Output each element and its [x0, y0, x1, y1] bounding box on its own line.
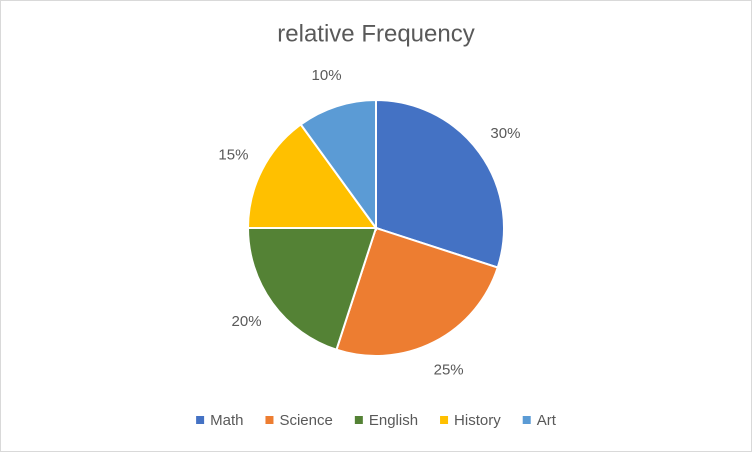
- legend-marker: [522, 416, 531, 424]
- pie-slice: [246, 123, 378, 229]
- legend-marker: [440, 416, 449, 424]
- pie-slice: [375, 98, 505, 269]
- legend-label: Math: [210, 412, 243, 429]
- data-label: 10%: [312, 67, 342, 84]
- data-label: 25%: [434, 362, 464, 379]
- legend-label: Art: [537, 412, 557, 429]
- legend-marker: [265, 416, 274, 424]
- legend-label: History: [454, 412, 501, 429]
- chart-title: relative Frequency: [277, 20, 474, 47]
- legend-label: English: [369, 412, 418, 429]
- data-label: 30%: [490, 125, 520, 142]
- pie-slice: [246, 227, 378, 351]
- data-label: 20%: [232, 313, 262, 330]
- pie-slice: [335, 226, 499, 357]
- legend-marker: [196, 416, 205, 424]
- pie-slice: [299, 98, 377, 232]
- legend-label: Science: [279, 412, 332, 429]
- legend-marker: [354, 416, 363, 424]
- data-label: 15%: [218, 146, 248, 163]
